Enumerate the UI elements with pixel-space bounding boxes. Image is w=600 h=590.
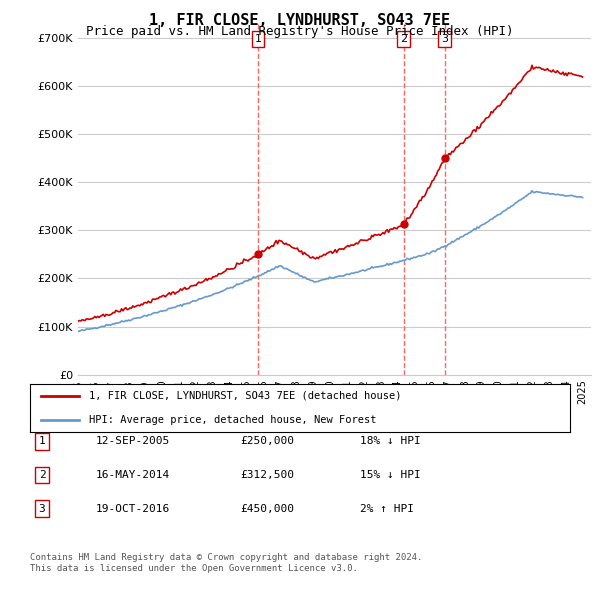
Text: 3: 3 xyxy=(441,34,448,44)
Text: HPI: Average price, detached house, New Forest: HPI: Average price, detached house, New … xyxy=(89,415,377,425)
Text: Contains HM Land Registry data © Crown copyright and database right 2024.
This d: Contains HM Land Registry data © Crown c… xyxy=(30,553,422,573)
Text: 2: 2 xyxy=(400,34,407,44)
Text: 19-OCT-2016: 19-OCT-2016 xyxy=(96,504,170,513)
Text: 1, FIR CLOSE, LYNDHURST, SO43 7EE: 1, FIR CLOSE, LYNDHURST, SO43 7EE xyxy=(149,13,451,28)
Text: 12-SEP-2005: 12-SEP-2005 xyxy=(96,437,170,446)
Text: £450,000: £450,000 xyxy=(240,504,294,513)
Text: £312,500: £312,500 xyxy=(240,470,294,480)
Text: 1: 1 xyxy=(254,34,262,44)
Text: 2: 2 xyxy=(38,470,46,480)
Text: 16-MAY-2014: 16-MAY-2014 xyxy=(96,470,170,480)
Text: 18% ↓ HPI: 18% ↓ HPI xyxy=(360,437,421,446)
Text: Price paid vs. HM Land Registry's House Price Index (HPI): Price paid vs. HM Land Registry's House … xyxy=(86,25,514,38)
Text: 1, FIR CLOSE, LYNDHURST, SO43 7EE (detached house): 1, FIR CLOSE, LYNDHURST, SO43 7EE (detac… xyxy=(89,391,402,401)
Text: £250,000: £250,000 xyxy=(240,437,294,446)
Text: 2% ↑ HPI: 2% ↑ HPI xyxy=(360,504,414,513)
Text: 1: 1 xyxy=(38,437,46,446)
Text: 3: 3 xyxy=(38,504,46,513)
Text: 15% ↓ HPI: 15% ↓ HPI xyxy=(360,470,421,480)
